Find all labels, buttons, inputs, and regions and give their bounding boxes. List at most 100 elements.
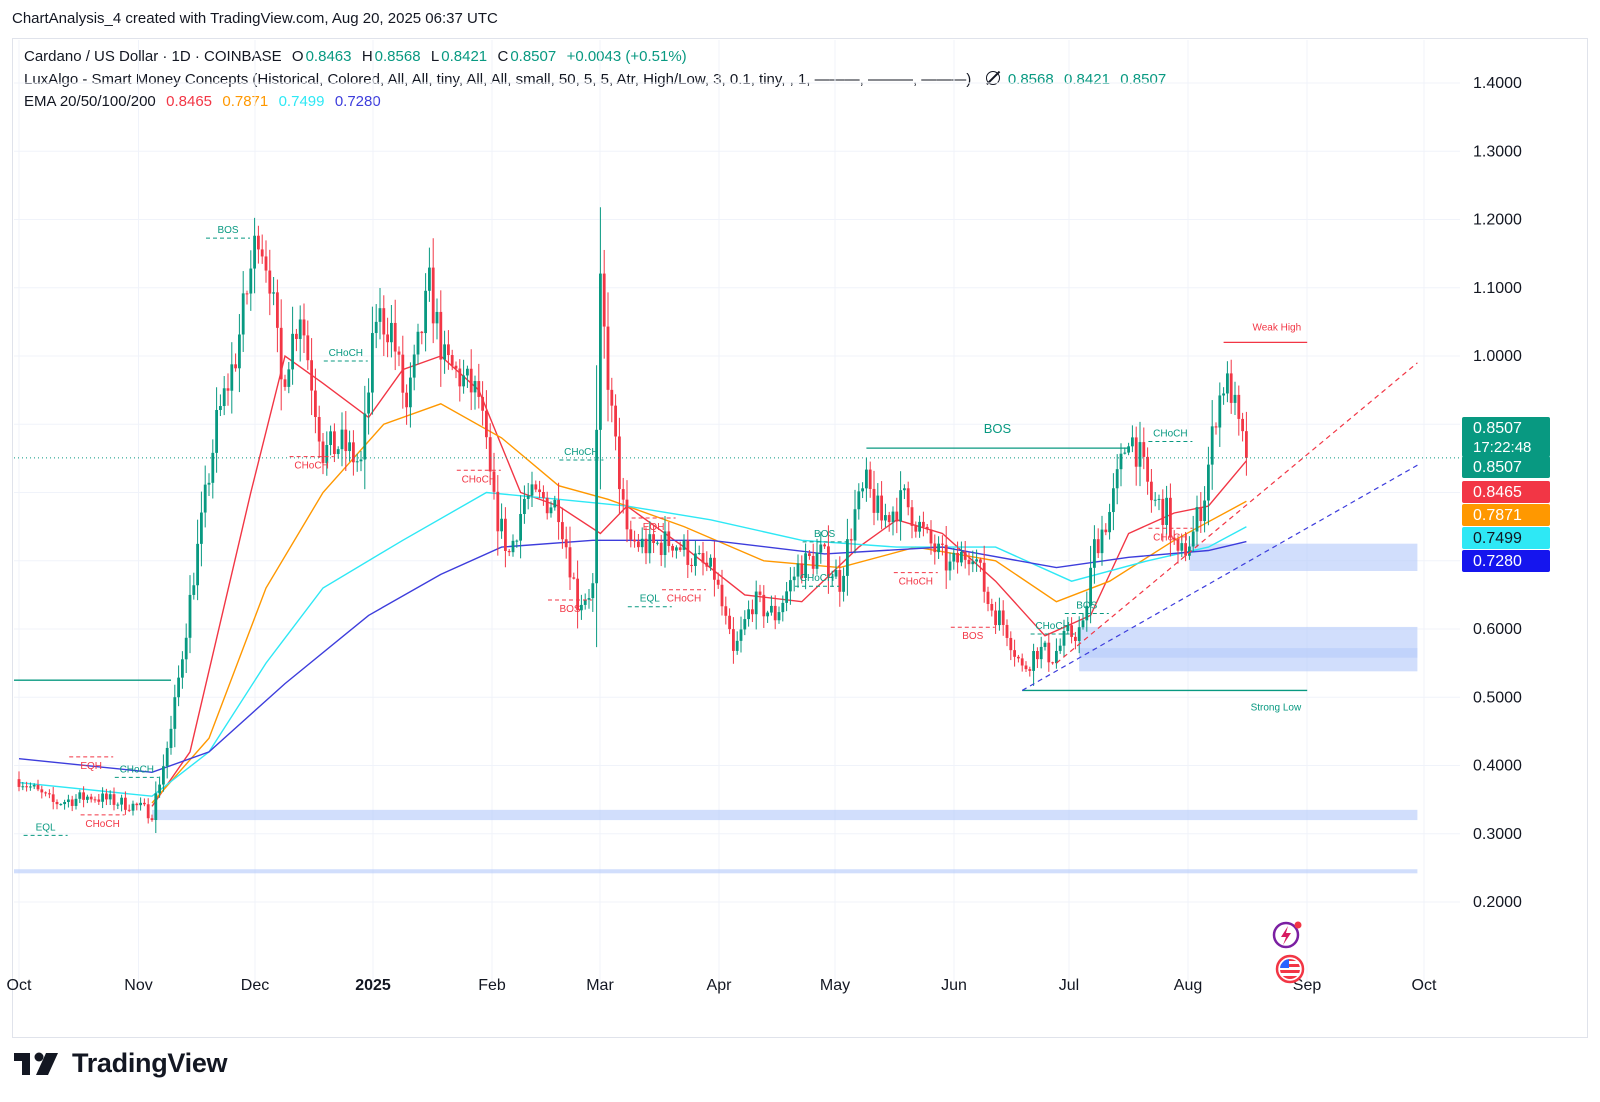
candle-body: [314, 390, 317, 418]
candle-body: [200, 512, 203, 544]
candle-body: [382, 308, 386, 335]
candle-body: [473, 381, 477, 393]
candle-body: [492, 471, 496, 492]
candle-body: [766, 612, 769, 617]
tradingview-brand[interactable]: TradingView: [14, 1048, 228, 1079]
candle-body: [720, 584, 724, 607]
y-tick-label: 1.3000: [1473, 143, 1522, 160]
candle-body: [63, 802, 66, 805]
legend-ema-label: EMA 20/50/100/200: [24, 93, 156, 110]
candle-body: [458, 368, 462, 387]
candle-body: [884, 515, 887, 521]
candle-body: [329, 431, 332, 446]
time-axis[interactable]: Oct Nov Dec 2025 Feb Mar Apr May Jun Jul Aug Sep Oct: [7, 977, 1437, 994]
candle-body: [165, 747, 169, 767]
candle-body: [998, 610, 1001, 626]
candle-body: [51, 794, 55, 802]
candle-body: [633, 539, 636, 542]
grid-lines: [14, 40, 1460, 990]
candle-body: [169, 728, 173, 748]
price-tag-label: 0.8507: [1473, 459, 1522, 476]
candle-body: [443, 344, 446, 360]
candle-body: [431, 267, 435, 324]
smc-label: CHoCH: [294, 461, 328, 472]
legend-ema-row[interactable]: EMA 20/50/100/200 0.8465 0.7871 0.7499 0…: [24, 93, 383, 110]
candle-body: [1112, 488, 1115, 513]
candle-body: [1013, 650, 1016, 657]
candle-body: [830, 576, 834, 578]
candle-body: [1039, 646, 1043, 660]
candle-body: [568, 547, 572, 578]
smc-zone: [1189, 543, 1418, 571]
chart-caption: ChartAnalysis_4 created with TradingView…: [12, 10, 498, 27]
candle-body: [192, 585, 196, 595]
candle-body: [249, 268, 253, 294]
smc-label: BOS: [559, 604, 580, 615]
us-flag-event-icon[interactable]: [1275, 954, 1305, 984]
lightning-event-icon[interactable]: [1272, 921, 1302, 949]
candle-body: [1066, 625, 1070, 631]
candle-body: [914, 525, 918, 532]
candle-body: [1214, 426, 1218, 428]
hidden-eye-icon[interactable]: [985, 70, 1000, 85]
legend-symbol-row[interactable]: Cardano / US Dollar · 1D · COINBASE O 0.8…: [24, 48, 689, 65]
candle-body: [933, 543, 937, 553]
candle-body: [143, 802, 146, 805]
candle-body: [819, 544, 823, 553]
candle-body: [154, 793, 158, 821]
y-tick-label: 0.6000: [1473, 621, 1522, 638]
price-tag-label: 0.8507: [1473, 420, 1522, 437]
candle-body: [272, 292, 275, 294]
candle-body: [675, 547, 678, 551]
legend-low-label: L: [430, 48, 440, 65]
candle-body: [629, 529, 633, 540]
candle-body: [59, 804, 63, 806]
smc-label: BOS: [962, 631, 983, 642]
candle-body: [599, 273, 602, 430]
candles[interactable]: [17, 207, 1248, 834]
candle-body: [435, 311, 439, 324]
candle-body: [716, 579, 720, 585]
candle-body: [648, 534, 652, 554]
candle-body: [420, 331, 424, 334]
smc-label: EQL: [36, 822, 56, 833]
candle-body: [815, 552, 819, 569]
candle-body: [667, 531, 671, 546]
legend-indicator-row[interactable]: LuxAlgo - Smart Money Concepts (Historic…: [24, 70, 1168, 88]
smc-label: BOS: [1076, 601, 1097, 612]
candle-body: [428, 267, 431, 291]
candle-body: [982, 562, 986, 592]
x-tick-label: Jul: [1059, 977, 1079, 994]
candle-body: [937, 543, 940, 553]
candle-body: [150, 818, 154, 821]
candle-body: [317, 417, 321, 442]
candle-body: [621, 489, 625, 500]
candle-body: [1009, 637, 1013, 651]
candle-body: [1180, 543, 1184, 551]
candle-body: [1108, 512, 1111, 533]
candle-body: [352, 442, 355, 463]
candle-body: [112, 794, 116, 805]
candle-body: [374, 321, 378, 334]
candle-body: [405, 392, 408, 408]
candle-body: [203, 484, 207, 513]
candle-body: [796, 563, 800, 577]
candle-body: [1062, 630, 1066, 646]
candle-body: [868, 469, 872, 489]
candle-body: [538, 489, 541, 492]
y-tick-label: 1.0000: [1473, 348, 1522, 365]
candle-body: [89, 796, 93, 800]
candle-body: [1020, 658, 1024, 666]
price-chart[interactable]: BOS Weak High Strong Low BOS CHoCH CHoCH CHoCH…: [0, 0, 1600, 1040]
candle-body: [1074, 636, 1077, 641]
price-tag: [1462, 481, 1550, 503]
candle-body: [906, 488, 910, 508]
candle-body: [1161, 498, 1165, 525]
candle-body: [226, 388, 230, 391]
candle-body: [705, 562, 709, 567]
candle-body: [439, 311, 443, 360]
candle-body: [1184, 543, 1187, 556]
candle-body: [678, 547, 682, 550]
candle-body: [671, 545, 674, 551]
smc-zone: [152, 809, 1418, 821]
